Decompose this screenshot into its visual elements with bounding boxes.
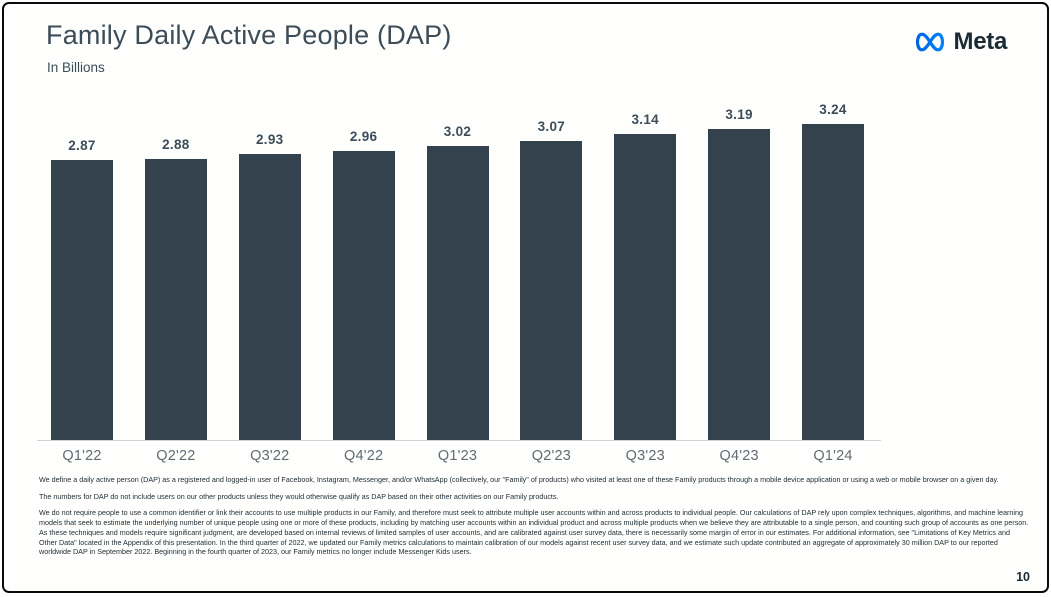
footnote-methodology: We do not require people to use a common… [39, 508, 1029, 557]
bar [708, 128, 771, 440]
bar-value-label: 3.24 [819, 102, 847, 118]
x-axis-tick-label: Q1'24 [813, 448, 853, 464]
bar [614, 133, 677, 440]
bar-chart-plot-area: 2.87 Q1'22 2.88 Q2'22 2.93 Q3'22 2.96 Q4'22 3.02… [37, 101, 881, 464]
bar [238, 154, 301, 440]
x-axis-tick-label: Q1'22 [62, 448, 102, 464]
bar-value-label: 2.88 [162, 137, 190, 153]
bar-value-label: 2.93 [256, 132, 284, 148]
bar-value-label: 2.96 [349, 129, 378, 145]
x-axis-tick-label: Q4'22 [344, 448, 384, 464]
bar-chart: 2.87 Q1'22 2.88 Q2'22 2.93 Q3'22 2.96 Q4'22 3.02… [37, 101, 881, 464]
bar [426, 145, 489, 440]
bar-value-label: 3.07 [537, 118, 566, 134]
bar-column: 3.24 Q1'24 [802, 102, 864, 464]
page-subtitle: In Billions [47, 60, 105, 75]
bar-value-label: 3.14 [631, 111, 659, 127]
bar [144, 159, 207, 440]
x-axis-tick-label: Q2'22 [156, 448, 196, 464]
footnote-dap-exclusions: The numbers for DAP do not include users… [39, 491, 559, 501]
x-axis-tick-label: Q4'23 [719, 448, 759, 464]
bar-value-label: 3.19 [725, 106, 753, 122]
bar [520, 140, 583, 440]
bar [802, 124, 864, 440]
x-axis-tick-label: Q1'23 [437, 448, 478, 464]
bar-column: 2.88 Q2'22 [144, 137, 207, 464]
bar-column: 2.93 Q3'22 [238, 132, 301, 464]
meta-wordmark: Meta [953, 28, 1008, 55]
bar-column: 3.02 Q1'23 [426, 123, 489, 464]
x-axis-tick-label: Q3'23 [625, 448, 665, 464]
bar [51, 160, 113, 440]
meta-logo: Meta [913, 28, 1007, 56]
bar-column: 3.14 Q3'23 [614, 111, 677, 464]
meta-infinity-icon [913, 31, 947, 53]
page-title: Family Daily Active People (DAP) [46, 20, 452, 50]
bar-value-label: 3.02 [443, 123, 472, 139]
bar-column: 3.19 Q4'23 [708, 106, 771, 464]
bar-column: 3.07 Q2'23 [520, 118, 583, 464]
bar-column: 2.96 Q4'22 [332, 129, 395, 464]
x-axis-tick-label: Q2'23 [531, 448, 571, 464]
page-number: 10 [1016, 570, 1030, 584]
bar [332, 151, 395, 440]
bar-value-label: 2.87 [68, 138, 96, 154]
footnote-dap-definition: We define a daily active person (DAP) as… [39, 475, 999, 484]
x-axis-tick-label: Q3'22 [250, 448, 290, 464]
footnotes: We define a daily active person (DAP) as… [39, 475, 1029, 564]
bar-column: 2.87 Q1'22 [51, 138, 113, 464]
